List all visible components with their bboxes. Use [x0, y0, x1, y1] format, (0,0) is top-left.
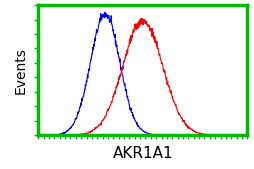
Y-axis label: Events: Events — [14, 47, 28, 94]
X-axis label: AKR1A1: AKR1A1 — [112, 146, 172, 161]
